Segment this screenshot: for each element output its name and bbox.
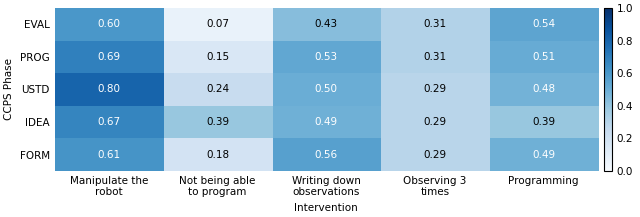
- Text: 0.49: 0.49: [532, 150, 555, 159]
- Y-axis label: CCPS Phase: CCPS Phase: [4, 59, 14, 120]
- Text: 0.48: 0.48: [532, 84, 555, 94]
- Text: 0.51: 0.51: [532, 52, 555, 62]
- Text: 0.53: 0.53: [315, 52, 338, 62]
- Text: 0.56: 0.56: [315, 150, 338, 159]
- Text: 0.39: 0.39: [532, 117, 555, 127]
- Text: 0.07: 0.07: [206, 20, 229, 30]
- Text: 0.69: 0.69: [97, 52, 120, 62]
- Text: 0.39: 0.39: [206, 117, 229, 127]
- Text: 0.29: 0.29: [424, 84, 447, 94]
- Text: 0.67: 0.67: [97, 117, 120, 127]
- Text: 0.29: 0.29: [424, 150, 447, 159]
- X-axis label: Intervention: Intervention: [294, 203, 358, 213]
- Text: 0.29: 0.29: [424, 117, 447, 127]
- Text: 0.18: 0.18: [206, 150, 229, 159]
- Text: 0.15: 0.15: [206, 52, 229, 62]
- Text: 0.49: 0.49: [315, 117, 338, 127]
- Text: 0.43: 0.43: [315, 20, 338, 30]
- Text: 0.60: 0.60: [97, 20, 120, 30]
- Text: 0.50: 0.50: [315, 84, 338, 94]
- Text: 0.24: 0.24: [206, 84, 229, 94]
- Text: 0.54: 0.54: [532, 20, 555, 30]
- Text: 0.31: 0.31: [424, 52, 447, 62]
- Text: 0.61: 0.61: [97, 150, 120, 159]
- Text: 0.80: 0.80: [97, 84, 120, 94]
- Text: 0.31: 0.31: [424, 20, 447, 30]
